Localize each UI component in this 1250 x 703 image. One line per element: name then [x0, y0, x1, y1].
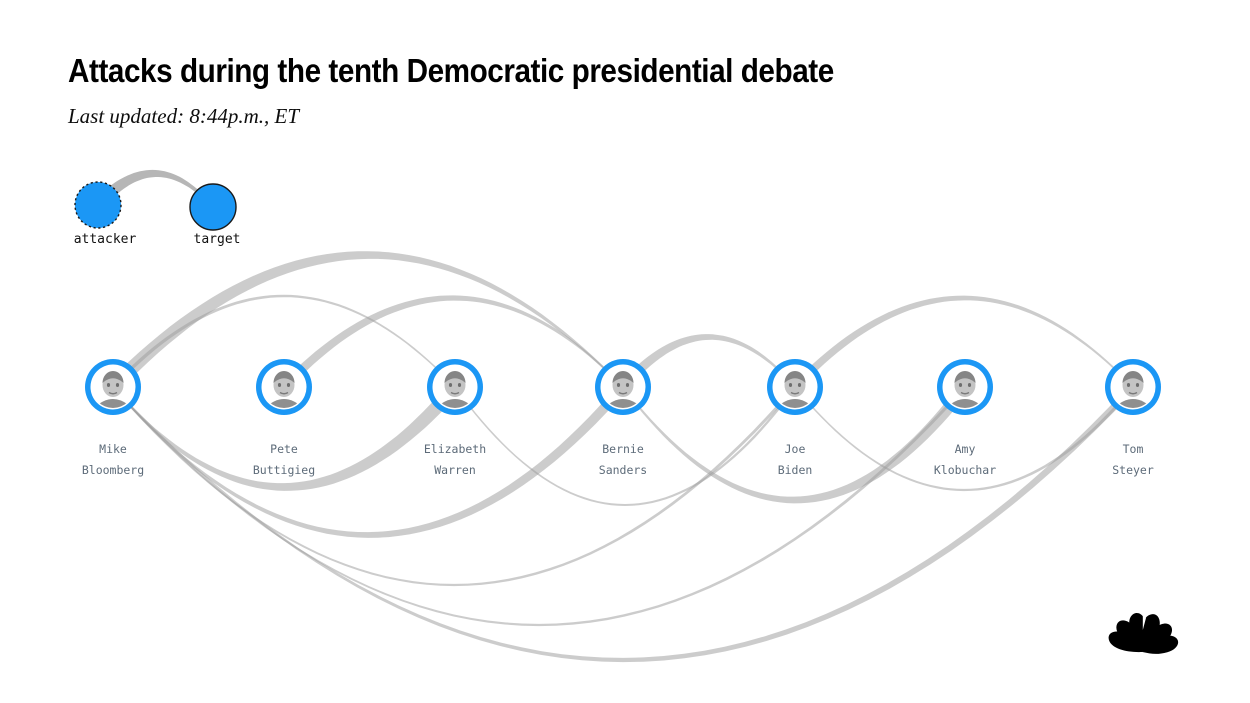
attack-ribbon[interactable]: [112, 382, 461, 491]
nbc-peacock-logo: [1108, 613, 1179, 654]
portrait-icon: [1105, 359, 1161, 415]
portrait-icon: [85, 359, 141, 415]
legend-ribbon: [93, 169, 214, 209]
attack-ribbon[interactable]: [112, 386, 797, 587]
attack-ribbon[interactable]: [622, 383, 970, 504]
attack-ribbon[interactable]: [112, 384, 1136, 663]
candidate-avatar-tom-steyer[interactable]: [1105, 359, 1161, 415]
candidate-avatar-bernie-sanders[interactable]: [595, 359, 651, 415]
candidate-name-pete-buttigieg: Pete Buttigieg: [252, 442, 316, 477]
chart-header: Attacks during the tenth Democratic pres…: [68, 52, 919, 129]
last-updated-text: Last updated: 8:44p.m., ET: [68, 104, 299, 128]
legend-attacker-circle: [74, 181, 122, 229]
portrait-icon: [767, 359, 823, 415]
candidate-name-joe-biden: Joe Biden: [777, 442, 813, 477]
page-title: Attacks during the tenth Democratic pres…: [68, 52, 834, 89]
candidate-avatar-mike-bloomberg[interactable]: [85, 359, 141, 415]
candidate-name-amy-klobuchar: Amy Klobuchar: [933, 442, 997, 477]
portrait-icon: [595, 359, 651, 415]
attack-ribbon[interactable]: [454, 386, 796, 506]
candidate-name-mike-bloomberg: Mike Bloomberg: [81, 442, 145, 477]
attack-ribbon[interactable]: [792, 295, 1134, 390]
candidate-avatar-pete-buttigieg[interactable]: [256, 359, 312, 415]
legend-target-label: target: [193, 232, 241, 247]
candidate-name-elizabeth-warren: Elizabeth Warren: [423, 442, 487, 477]
candidate-avatar-elizabeth-warren[interactable]: [427, 359, 483, 415]
attack-ribbon[interactable]: [619, 334, 796, 391]
legend-attacker-label: attacker: [73, 232, 137, 247]
portrait-icon: [256, 359, 312, 415]
candidate-name-tom-steyer: Tom Steyer: [1112, 442, 1154, 477]
candidate-avatar-joe-biden[interactable]: [767, 359, 823, 415]
portrait-icon: [937, 359, 993, 415]
attack-ribbon[interactable]: [794, 386, 1135, 492]
legend-target-circle: [189, 183, 237, 231]
portrait-icon: [427, 359, 483, 415]
candidate-name-bernie-sanders: Bernie Sanders: [598, 442, 648, 477]
attack-ribbon[interactable]: [280, 295, 624, 391]
candidate-avatar-amy-klobuchar[interactable]: [937, 359, 993, 415]
attack-ribbon[interactable]: [112, 383, 627, 538]
attack-ribbon[interactable]: [108, 251, 624, 392]
